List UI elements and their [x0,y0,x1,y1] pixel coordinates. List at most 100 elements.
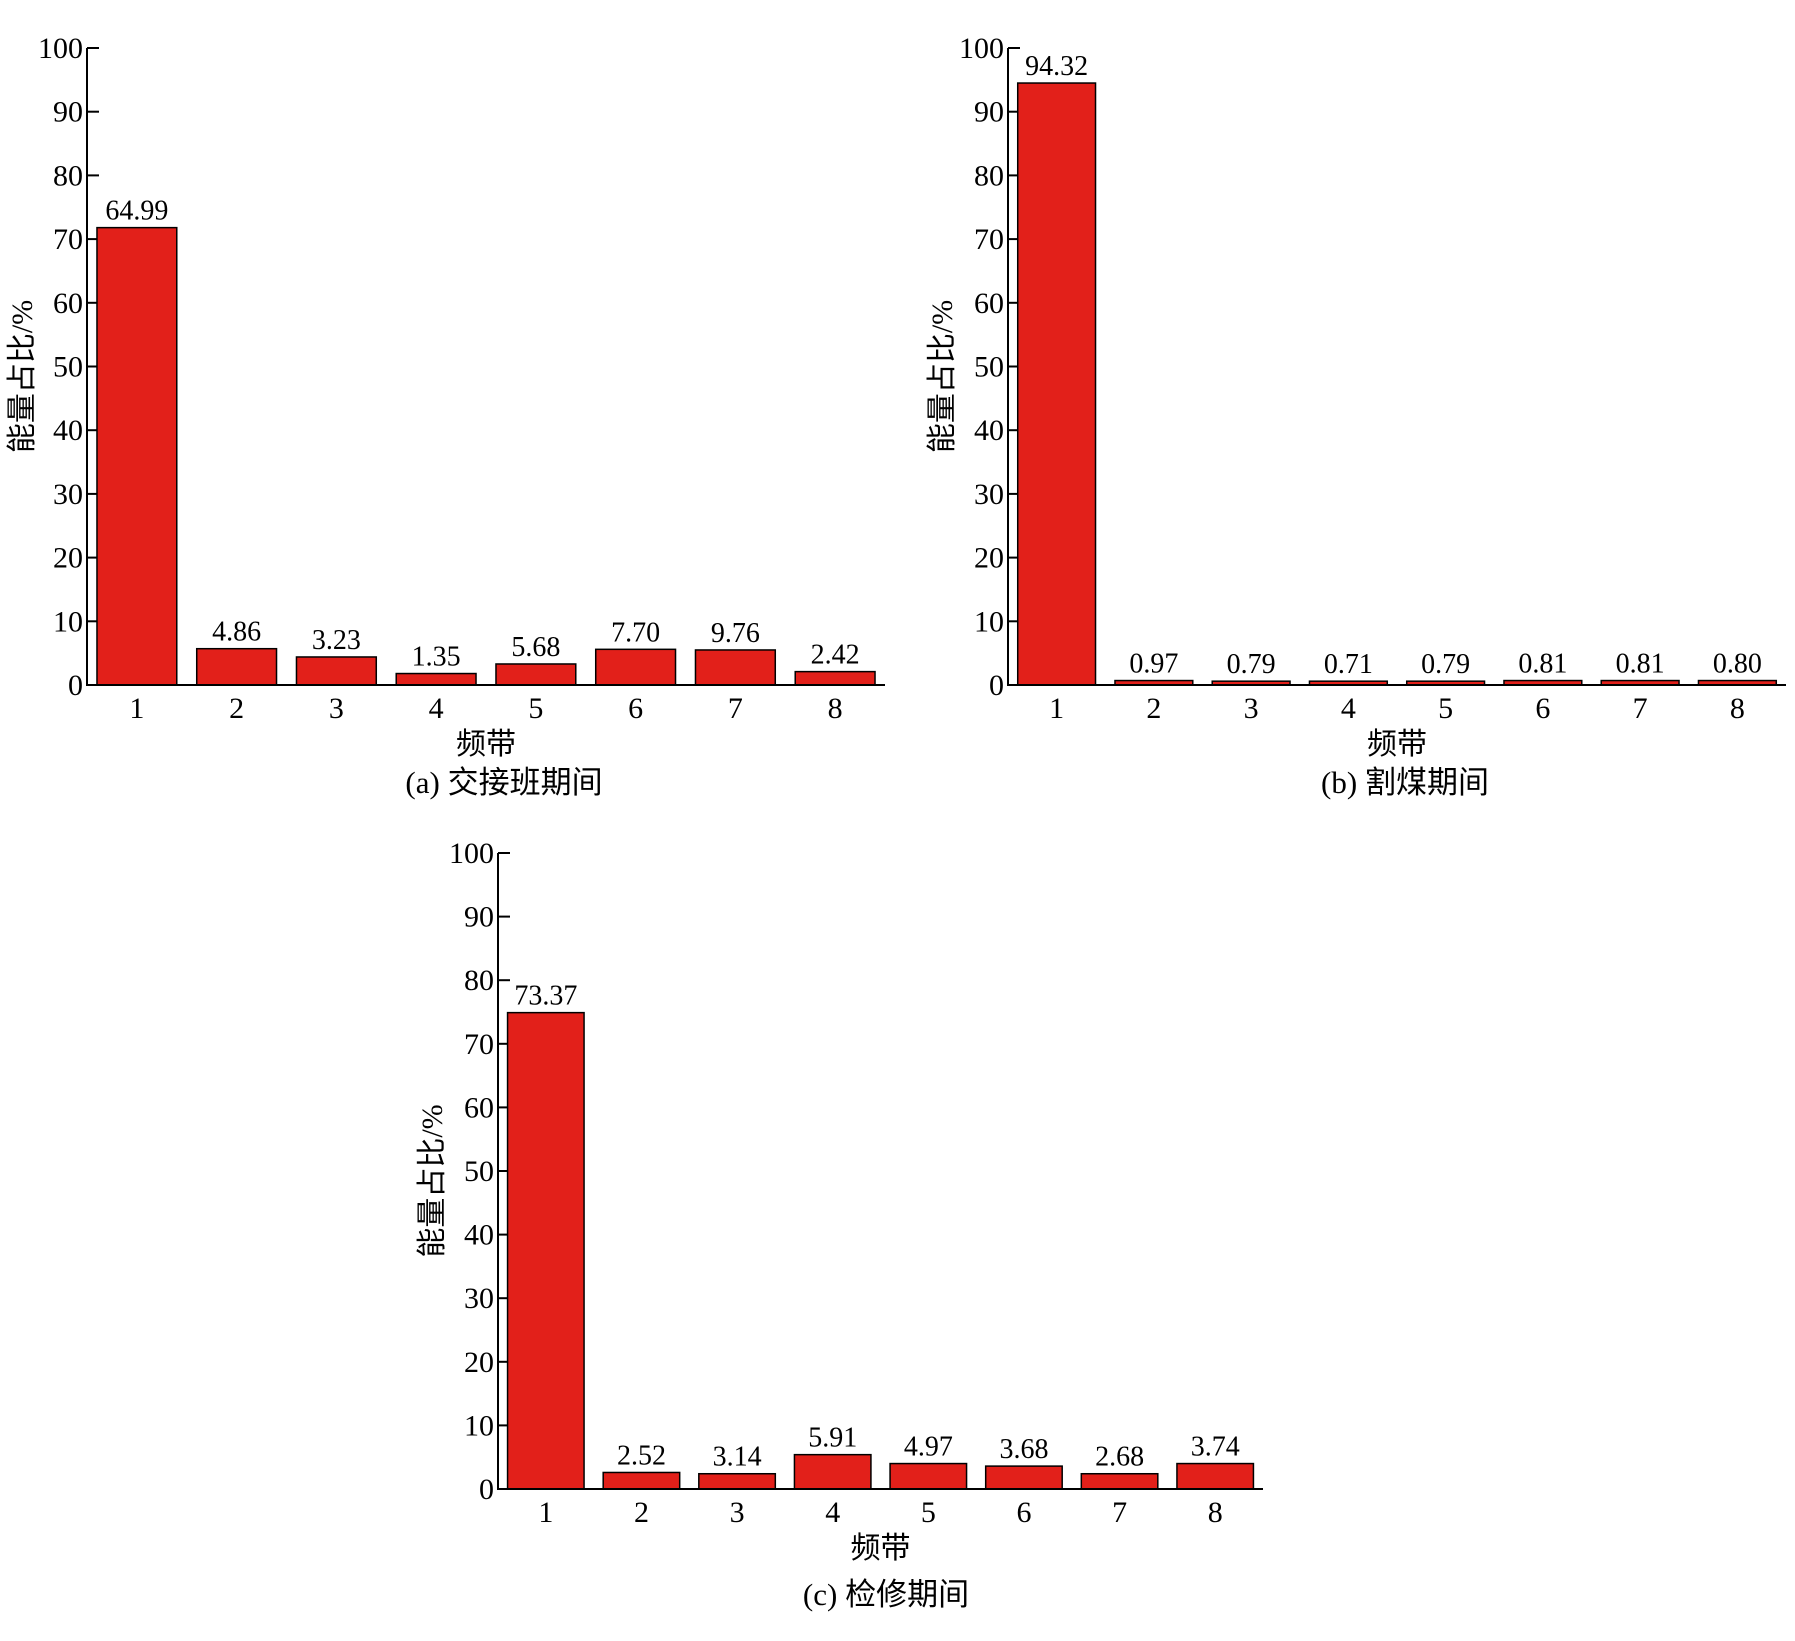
y-tick-label: 70 [974,223,1004,256]
bar-data-label: 73.37 [514,981,577,1012]
y-tick-label: 60 [974,287,1004,320]
x-tick-label: 3 [730,1496,745,1529]
y-tick-label: 50 [464,1155,494,1188]
bar-data-label: 1.35 [412,642,461,673]
bar-data-label: 0.80 [1713,649,1762,680]
bar-4 [793,1453,872,1490]
x-tick-label: 5 [528,692,543,725]
x-axis-title: 频带 [1367,728,1427,761]
y-tick-label: 100 [449,837,494,870]
x-tick-label: 4 [1341,692,1356,725]
bar-data-label: 0.79 [1227,649,1276,680]
y-tick-label: 70 [464,1028,494,1061]
panel-caption: (a) 交接班期间 [405,765,602,800]
bar-data-label: 2.52 [617,1440,666,1471]
x-axis-title: 频带 [851,1532,911,1565]
chart-panel-a: 0 10 20 30 40 50 60 70 80 90 100 64.99 1 4.86 2 3.23 3 1.… [6,32,885,800]
y-tick-label: 50 [974,351,1004,384]
x-tick-label: 4 [825,1496,840,1529]
y-axis-title: 能量占比/% [6,300,39,453]
y-tick-label: 90 [974,96,1004,129]
y-tick-label: 70 [53,223,83,256]
x-tick-label: 3 [329,692,344,725]
x-tick-label: 5 [1438,692,1453,725]
y-tick-label: 100 [38,32,83,65]
bar-data-label: 9.76 [711,618,760,649]
y-tick-label: 40 [464,1219,494,1252]
y-tick-label: 60 [53,287,83,320]
bar-5 [495,663,577,686]
y-tick-label: 80 [53,159,83,192]
bar-3 [295,656,378,686]
x-tick-label: 8 [828,692,843,725]
x-tick-label: 4 [429,692,444,725]
x-tick-label: 2 [1146,692,1161,725]
bar-data-label: 3.23 [312,625,361,656]
bar-4 [395,672,477,686]
y-tick-label: 80 [464,964,494,997]
bar-6 [594,648,677,686]
bar-7 [694,649,777,686]
y-tick-label: 20 [974,542,1004,575]
bar-1 [506,1011,585,1490]
y-tick-label: 10 [464,1409,494,1442]
axes-frame [1007,48,1786,686]
y-tick-label: 90 [464,901,494,934]
bar-data-label: 3.68 [999,1434,1048,1465]
y-tick-label: 30 [464,1282,494,1315]
bar-data-label: 7.70 [611,617,660,648]
bar-2 [195,647,278,686]
x-tick-label: 8 [1730,692,1745,725]
x-tick-label: 6 [628,692,643,725]
bar-data-label: 0.81 [1616,649,1665,680]
bar-2 [602,1471,681,1490]
bar-6 [984,1465,1063,1490]
axes-frame [86,48,885,686]
y-tick-label: 20 [464,1346,494,1379]
bar-data-label: 2.42 [811,640,860,671]
x-tick-label: 7 [1633,692,1648,725]
y-tick-label: 10 [974,605,1004,638]
x-tick-label: 6 [1016,1496,1031,1529]
x-tick-label: 7 [1112,1496,1127,1529]
bar-8 [1176,1462,1255,1490]
x-tick-label: 5 [921,1496,936,1529]
y-tick-label: 0 [479,1473,494,1506]
bar-5 [889,1462,968,1490]
y-tick-label: 100 [959,32,1004,65]
panel-caption: (c) 检修期间 [803,1577,969,1612]
x-tick-label: 2 [634,1496,649,1529]
y-tick-label: 50 [53,351,83,384]
y-axis-title: 能量占比/% [926,300,959,453]
x-tick-label: 7 [728,692,743,725]
bar-data-label: 0.79 [1421,649,1470,680]
bar-data-label: 4.97 [904,1432,953,1463]
x-tick-label: 1 [129,692,144,725]
y-tick-label: 40 [974,414,1004,447]
bar-data-label: 64.99 [105,196,168,227]
x-axis-title: 频带 [456,728,516,761]
x-tick-label: 1 [1049,692,1064,725]
y-tick-label: 60 [464,1091,494,1124]
bar-data-label: 0.71 [1324,649,1373,680]
chart-panel-b: 0 10 20 30 40 50 60 70 80 90 100 94.32 1 0.97 2 0.79 3 0.… [926,32,1786,800]
bar-1 [1016,82,1097,686]
axes-frame [497,853,1263,1490]
bar-1 [96,226,178,686]
bar-data-label: 94.32 [1025,51,1088,82]
x-tick-label: 1 [538,1496,553,1529]
y-tick-label: 30 [53,478,83,511]
x-tick-label: 6 [1535,692,1550,725]
bar-8 [794,670,876,686]
x-tick-label: 3 [1244,692,1259,725]
bar-3 [698,1472,777,1490]
bar-7 [1080,1472,1159,1490]
y-tick-label: 80 [974,159,1004,192]
y-tick-label: 0 [68,669,83,702]
x-tick-label: 8 [1208,1496,1223,1529]
y-tick-label: 0 [989,669,1004,702]
bar-data-label: 5.68 [511,632,560,663]
bar-data-label: 0.97 [1129,649,1178,680]
bar-data-label: 3.14 [713,1442,762,1473]
